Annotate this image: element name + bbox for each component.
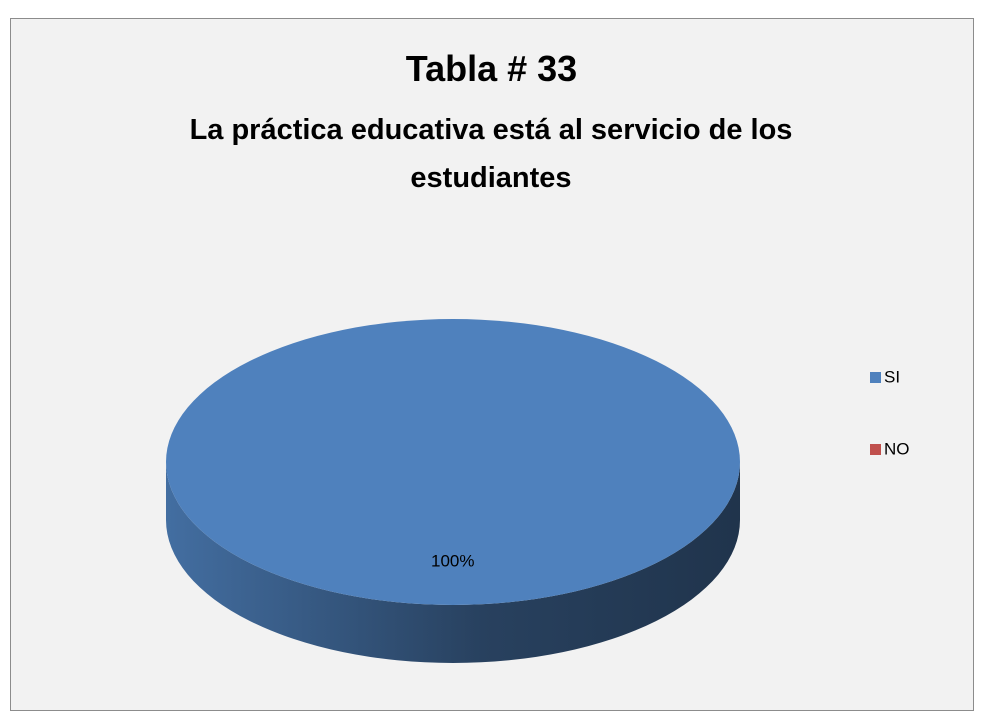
chart-subtitle: La práctica educativa está al servicio d…: [189, 114, 793, 194]
legend-label: NO: [884, 439, 910, 458]
pie-slice: [166, 319, 740, 605]
legend-swatch: [870, 444, 881, 455]
data-label: 100%: [431, 552, 474, 571]
legend-label: SI: [884, 367, 900, 386]
chart-title: Tabla # 33: [405, 48, 578, 89]
legend-swatch: [870, 372, 881, 383]
pie-side: [166, 462, 740, 663]
